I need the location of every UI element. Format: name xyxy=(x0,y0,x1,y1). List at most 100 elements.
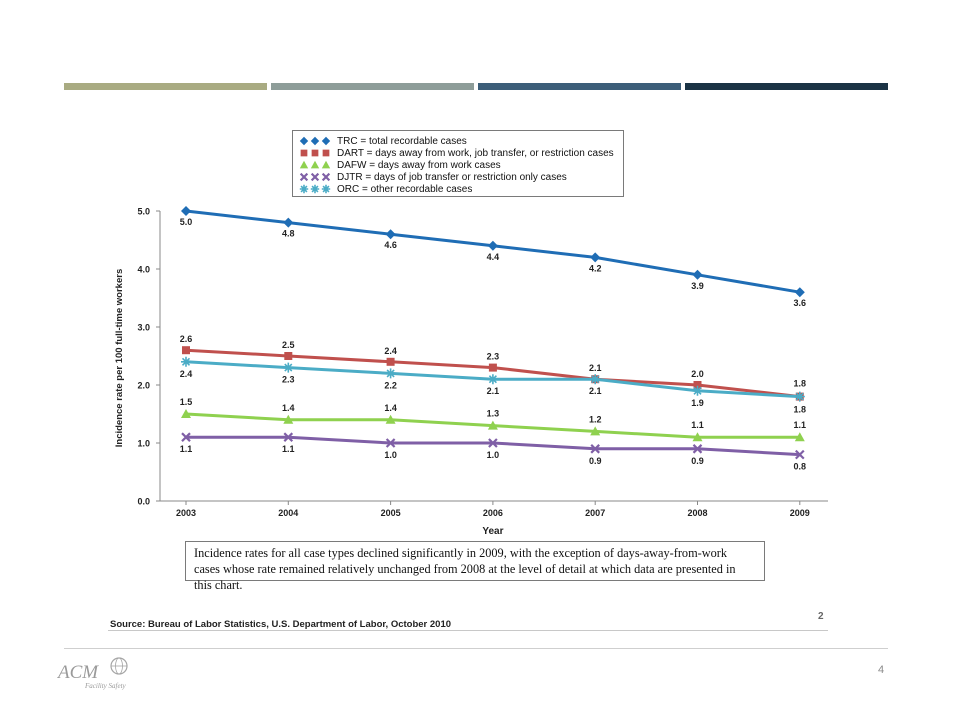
data-label: 2.4 xyxy=(384,346,397,356)
x-tick-label: 2003 xyxy=(176,508,196,518)
header-bar-1 xyxy=(64,83,267,90)
data-label: 2.3 xyxy=(282,375,295,385)
triangle-marker-icon xyxy=(299,160,331,169)
data-point xyxy=(487,420,498,430)
legend-item: DJTR = days of job transfer or restricti… xyxy=(299,171,567,183)
data-label: 1.8 xyxy=(794,379,807,389)
data-point xyxy=(590,426,601,436)
header-bar-4 xyxy=(685,83,888,90)
square-marker-icon xyxy=(300,149,330,157)
y-tick-label: 2.0 xyxy=(137,381,150,391)
data-point xyxy=(181,356,191,367)
data-point xyxy=(692,385,703,396)
data-label: 1.1 xyxy=(691,420,704,430)
data-point xyxy=(181,432,191,442)
data-point xyxy=(284,352,293,360)
data-label: 1.0 xyxy=(487,450,500,460)
x-marker-icon xyxy=(299,172,331,182)
data-label: 4.2 xyxy=(589,263,602,273)
data-point xyxy=(181,206,191,216)
data-label: 1.0 xyxy=(384,450,397,460)
data-label: 1.4 xyxy=(384,403,397,413)
data-label: 1.1 xyxy=(794,420,807,430)
diamond-marker-icon xyxy=(299,136,331,146)
data-label: 2.1 xyxy=(589,386,602,396)
data-label: 2.1 xyxy=(589,363,602,373)
data-label: 2.1 xyxy=(487,386,500,396)
data-point xyxy=(182,346,190,355)
data-point xyxy=(488,438,498,448)
data-point xyxy=(487,240,498,251)
y-tick-label: 1.0 xyxy=(137,439,150,449)
series-x: 1.1 1.1 1.0 1.0 0.9 0.9 0.8 xyxy=(180,432,806,472)
data-label: 4.6 xyxy=(384,240,397,250)
data-point xyxy=(692,269,703,280)
data-label: 1.3 xyxy=(487,409,500,419)
series-triangle: 1.5 1.4 1.4 1.3 1.2 1.1 1.1 xyxy=(180,397,807,442)
x-tick-label: 2008 xyxy=(687,508,707,518)
legend-item: ORC = other recordable cases xyxy=(299,183,472,195)
data-point xyxy=(283,362,294,373)
data-point xyxy=(283,414,294,424)
data-point xyxy=(794,287,805,298)
legend-label: DAFW = days away from work cases xyxy=(337,159,501,171)
data-point xyxy=(590,444,600,454)
data-label: 1.5 xyxy=(180,397,193,407)
data-point xyxy=(795,449,805,460)
header-bar-3 xyxy=(478,83,681,90)
data-label: 0.9 xyxy=(589,456,602,466)
data-point xyxy=(692,432,703,442)
data-label: 4.4 xyxy=(487,252,500,262)
data-point xyxy=(283,432,294,442)
data-point xyxy=(794,432,805,442)
data-label: 1.4 xyxy=(282,403,295,413)
data-label: 1.1 xyxy=(282,444,295,454)
legend-item: DART = days away from work, job transfer… xyxy=(299,147,614,159)
data-point xyxy=(590,374,601,385)
data-label: 1.9 xyxy=(691,398,704,408)
data-point xyxy=(181,409,191,418)
x-tick-label: 2006 xyxy=(483,508,503,518)
logo-subtext: Facility Safety xyxy=(84,682,127,690)
data-label: 3.9 xyxy=(691,281,704,291)
y-tick-label: 4.0 xyxy=(137,265,150,275)
y-axis-title: Incidence rate per 100 full-time workers xyxy=(114,269,125,447)
x-axis-title: Year xyxy=(482,526,503,537)
data-point xyxy=(283,217,294,228)
data-label: 2.3 xyxy=(487,352,500,362)
legend-label: DJTR = days of job transfer or restricti… xyxy=(337,171,567,183)
data-point xyxy=(488,363,497,372)
x-tick-label: 2004 xyxy=(278,508,298,518)
legend-item: TRC = total recordable cases xyxy=(299,135,467,147)
x-tick-label: 2009 xyxy=(790,508,810,518)
page-number: 4 xyxy=(878,664,885,676)
data-label: 1.2 xyxy=(589,414,602,424)
data-label: 2.4 xyxy=(180,369,193,379)
legend-label: DART = days away from work, job transfer… xyxy=(337,147,614,159)
footer-divider xyxy=(64,648,888,649)
source-divider xyxy=(108,630,828,631)
data-point xyxy=(385,414,396,424)
y-tick-label: 3.0 xyxy=(137,323,150,333)
data-label: 0.9 xyxy=(691,456,704,466)
source-citation: Source: Bureau of Labor Statistics, U.S.… xyxy=(110,619,452,630)
data-label: 2.5 xyxy=(282,340,295,350)
chart-legend: TRC = total recordable cases DART = days … xyxy=(292,130,624,197)
legend-label: TRC = total recordable cases xyxy=(337,135,467,147)
data-label: 5.0 xyxy=(180,217,193,227)
data-label: 1.1 xyxy=(180,444,193,454)
data-label: 2.6 xyxy=(180,334,193,344)
company-logo: ACM Facility Safety xyxy=(56,657,128,690)
series-star: 2.4 2.3 2.2 2.1 2.1 1.9 1.8 xyxy=(180,356,807,415)
data-point xyxy=(386,357,395,366)
data-point xyxy=(590,252,601,263)
data-label: 1.8 xyxy=(794,405,807,415)
legend-item: DAFW = days away from work cases xyxy=(299,159,501,171)
data-point xyxy=(487,374,498,385)
data-label: 3.6 xyxy=(794,298,807,308)
series-diamond: 5.0 4.8 4.6 4.4 4.2 3.9 3.6 xyxy=(180,206,806,308)
data-point xyxy=(692,444,703,454)
data-point xyxy=(693,381,702,389)
x-tick-label: 2005 xyxy=(381,508,401,518)
